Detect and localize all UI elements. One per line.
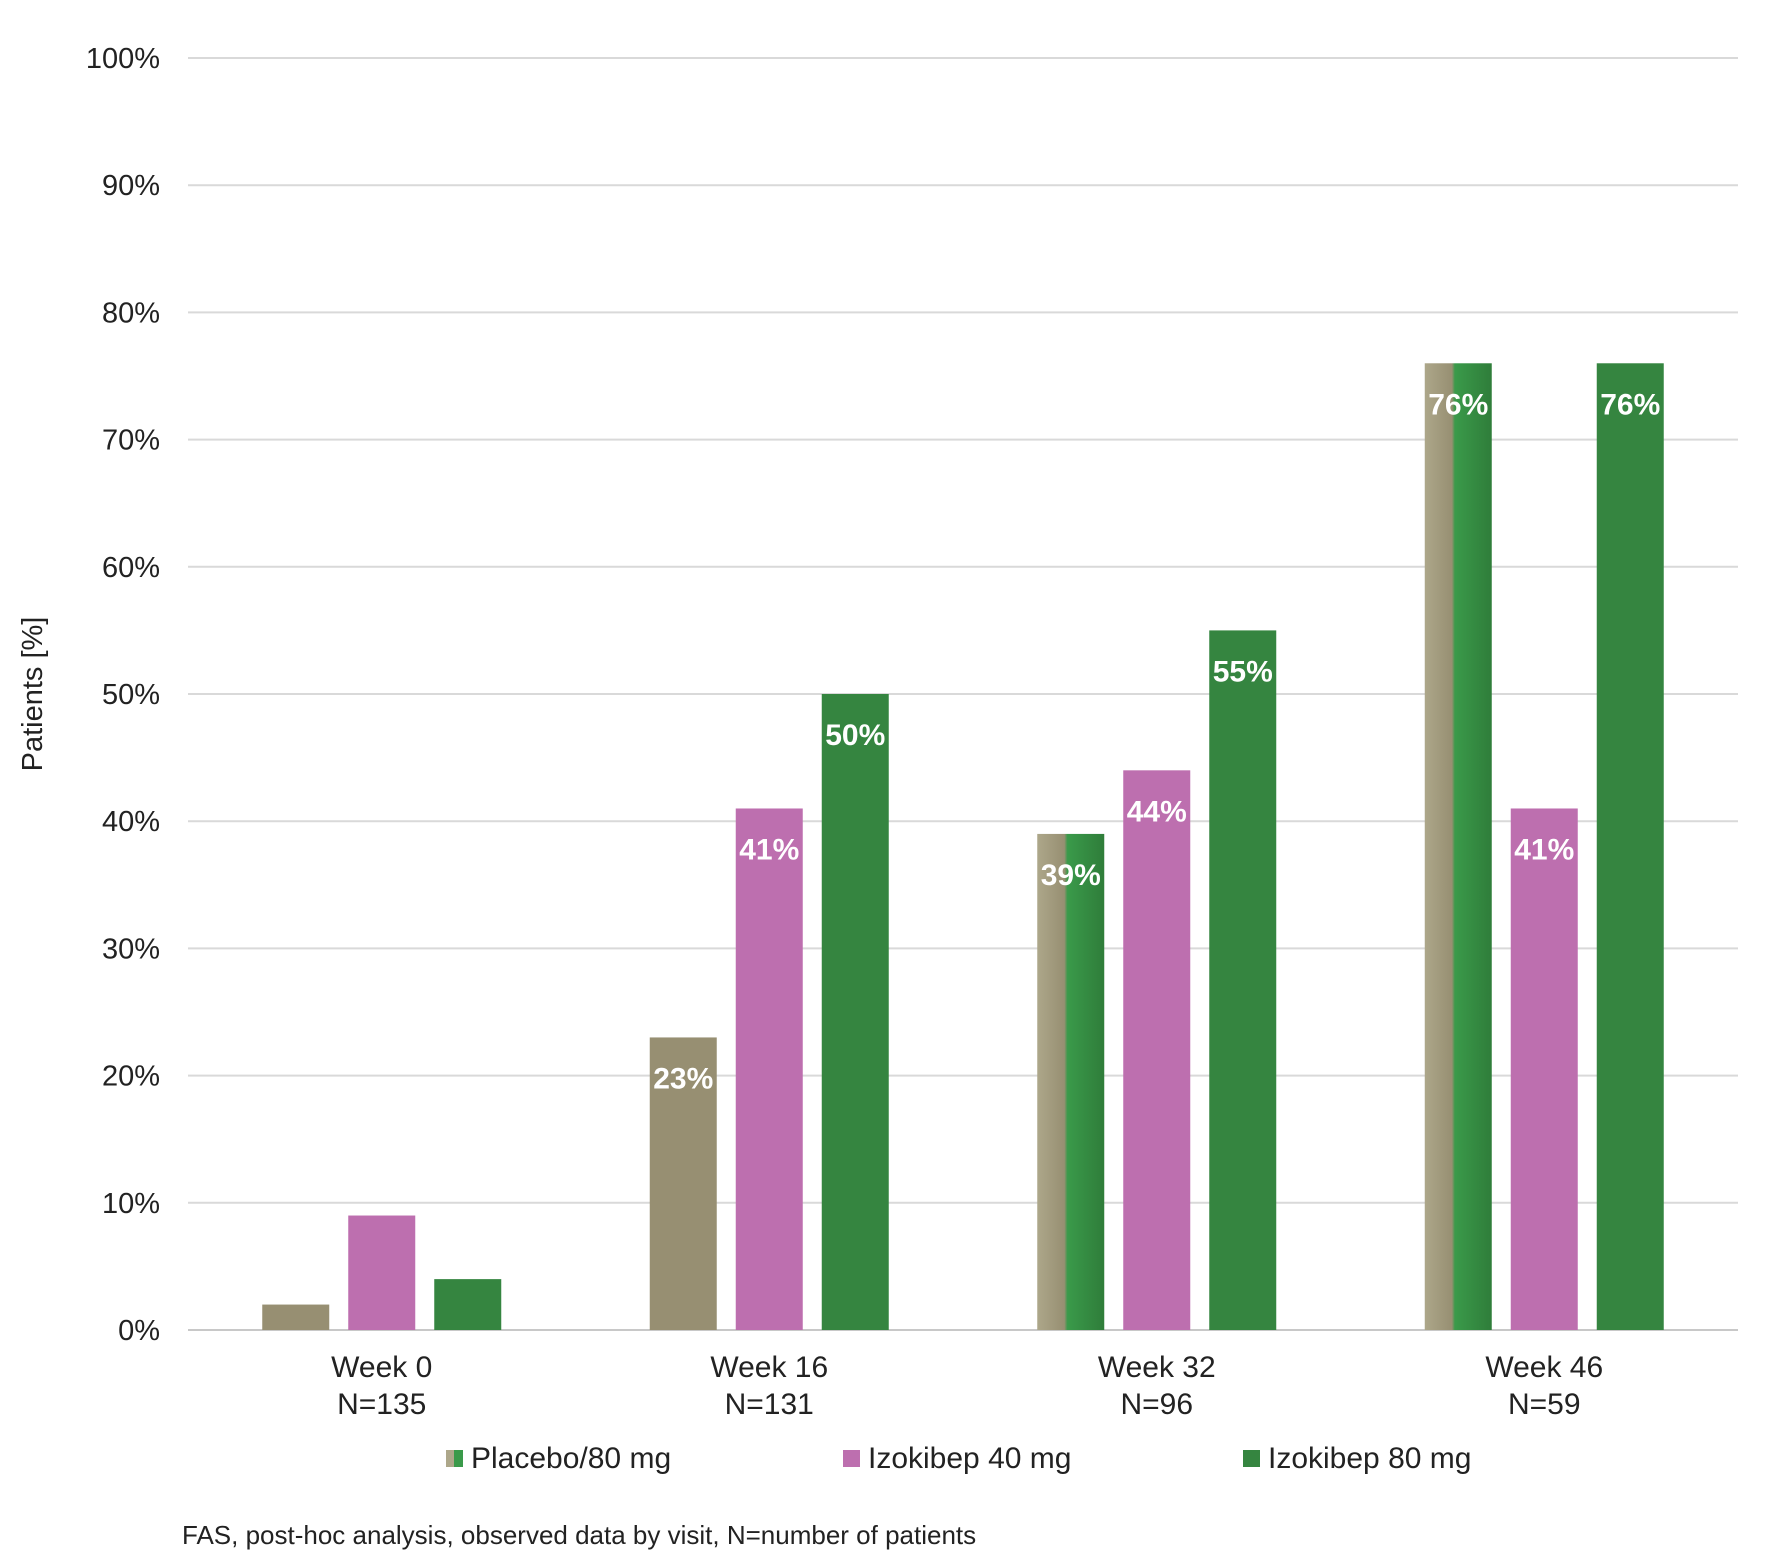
- y-tick-label: 0%: [118, 1315, 160, 1347]
- legend-label: Izokibep 80 mg: [1268, 1442, 1471, 1475]
- data-label: 76%: [1428, 388, 1488, 421]
- bar: [1424, 363, 1492, 1330]
- bar: [1123, 770, 1191, 1330]
- data-label: 44%: [1127, 795, 1187, 828]
- legend-swatch-right: [454, 1450, 463, 1467]
- x-tick-label: Week 16: [710, 1351, 828, 1384]
- bar: [821, 694, 889, 1330]
- y-axis-label: Patients [%]: [17, 617, 49, 772]
- bar: [1510, 808, 1578, 1330]
- bar: [735, 808, 803, 1330]
- data-label: 76%: [1600, 388, 1660, 421]
- x-tick-sublabel: N=96: [1120, 1388, 1193, 1421]
- y-tick-label: 50%: [102, 679, 160, 711]
- x-tick-sublabel: N=59: [1508, 1388, 1581, 1421]
- legend-label: Izokibep 40 mg: [868, 1442, 1071, 1475]
- data-label: 23%: [653, 1062, 713, 1095]
- legend-swatch-left: [446, 1450, 454, 1467]
- y-tick-label: 90%: [102, 170, 160, 202]
- x-tick-sublabel: N=135: [337, 1388, 426, 1421]
- x-tick-label: Week 32: [1098, 1351, 1216, 1384]
- x-tick-label: Week 46: [1485, 1351, 1603, 1384]
- y-tick-label: 100%: [86, 43, 160, 75]
- data-label: 55%: [1213, 655, 1273, 688]
- bar: [348, 1215, 416, 1330]
- legend-label: Placebo/80 mg: [471, 1442, 671, 1475]
- bar: [1037, 833, 1105, 1330]
- data-label: 41%: [739, 833, 799, 866]
- legend-swatch: [1243, 1450, 1260, 1467]
- y-tick-label: 60%: [102, 552, 160, 584]
- bar: [1209, 630, 1277, 1330]
- y-tick-label: 10%: [102, 1188, 160, 1220]
- data-label: 39%: [1041, 859, 1101, 892]
- legend-swatch: [843, 1450, 860, 1467]
- footnote: FAS, post-hoc analysis, observed data by…: [182, 1520, 977, 1550]
- y-tick-label: 30%: [102, 933, 160, 965]
- data-label: 50%: [825, 719, 885, 752]
- y-tick-label: 70%: [102, 425, 160, 457]
- bar: [434, 1279, 502, 1330]
- y-tick-label: 40%: [102, 806, 160, 838]
- x-tick-sublabel: N=131: [725, 1388, 814, 1421]
- data-label: 41%: [1514, 833, 1574, 866]
- bar: [262, 1304, 330, 1330]
- x-tick-label: Week 0: [331, 1351, 432, 1384]
- y-tick-label: 20%: [102, 1061, 160, 1093]
- bar: [649, 1037, 717, 1330]
- bar: [1596, 363, 1664, 1330]
- y-tick-label: 80%: [102, 297, 160, 329]
